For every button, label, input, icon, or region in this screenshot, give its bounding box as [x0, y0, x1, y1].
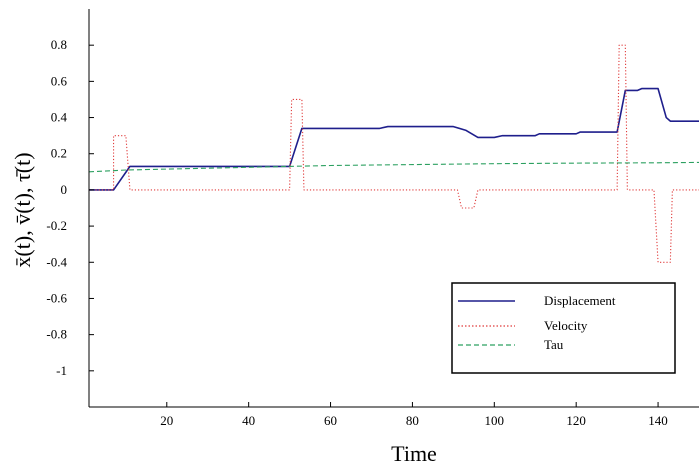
legend-tau-label: Tau	[544, 337, 564, 352]
legend-displacement-label: Displacement	[544, 293, 616, 308]
y-tick-label: 0.8	[51, 37, 67, 52]
y-tick-label: -0.2	[46, 218, 67, 233]
x-tick-label: 140	[648, 413, 668, 428]
x-tick-label: 40	[242, 413, 255, 428]
x-tick-label: 20	[160, 413, 173, 428]
y-tick-label: -0.6	[46, 290, 67, 305]
y-tick-label: -0.4	[46, 254, 67, 269]
y-tick-label: 0.6	[51, 73, 68, 88]
x-tick-label: 60	[324, 413, 337, 428]
legend: Displacement Velocity Tau	[451, 282, 676, 374]
x-tick-label: 100	[485, 413, 505, 428]
y-tick-label: 0.4	[51, 110, 68, 125]
x-tick-label: 80	[406, 413, 419, 428]
y-tick-label: -1	[56, 363, 67, 378]
series-line-tau	[88, 161, 699, 173]
y-tick-label: 0.2	[51, 146, 67, 161]
x-axis-title: Time	[391, 441, 437, 466]
legend-velocity-label: Velocity	[544, 318, 588, 333]
series-line-displacement	[89, 87, 699, 191]
legend-box	[451, 282, 676, 374]
y-axis-title: x̄(t), v̄(t), τ̄(t)	[10, 152, 35, 267]
x-tick-label: 120	[566, 413, 586, 428]
y-tick-label: 0	[61, 182, 68, 197]
y-tick-label: -0.8	[46, 327, 67, 342]
series-line-velocity	[89, 44, 699, 263]
